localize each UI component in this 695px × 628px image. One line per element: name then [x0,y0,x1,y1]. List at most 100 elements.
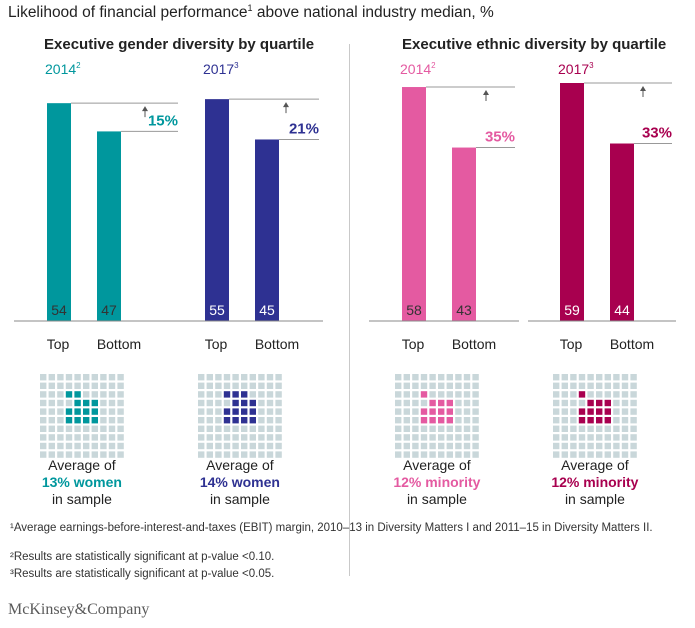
waffle-cell [429,374,436,381]
waffle-cell [613,417,620,424]
waffle-cell [117,451,124,458]
waffle-cell-highlighted [232,408,239,415]
waffle-cell [100,374,107,381]
waffle-cell [65,374,73,381]
waffle-cell-highlighted [446,399,453,407]
waffle-cell [206,434,213,441]
waffle-cell [198,382,205,389]
waffle-cell [223,442,231,450]
waffle-cell [429,434,436,441]
waffle-cell [570,425,577,432]
waffle-cell [40,374,47,381]
waffle-cell [438,374,445,381]
waffle-cell [455,442,462,450]
waffle-cell [91,442,98,450]
waffle-cell [198,442,205,450]
waffle-cell-highlighted [420,408,428,415]
waffle-cell [83,374,90,381]
waffle-cell [455,425,462,432]
category-label-top: Top [402,336,425,352]
waffle-cell [604,434,611,441]
waffle-cell [613,408,620,415]
waffle-cell [232,451,239,458]
sample-caption-line1: Average of [561,457,629,473]
difference-label: 15% [148,112,178,129]
waffle-cell [108,382,116,389]
waffle-cell [596,374,603,381]
bar-value-bottom: 45 [259,302,275,318]
sample-caption-line3: in sample [52,491,112,507]
waffle-cell [57,442,64,450]
waffle-cell [420,451,428,458]
waffle-cell-highlighted [438,399,445,407]
waffle-cell [472,451,479,458]
waffle-cell [455,399,462,407]
waffle-cell [215,399,222,407]
waffle-cell [65,382,73,389]
waffle-cell [438,442,445,450]
waffle-cell [613,399,620,407]
sample-caption-line1: Average of [403,457,471,473]
waffle-cell [630,399,637,407]
waffle-cell [472,391,479,398]
waffle-cell-highlighted [578,417,586,424]
waffle-cell [198,391,205,398]
waffle-cell [630,442,637,450]
waffle-cell [198,417,205,424]
waffle-cell [553,434,560,441]
waffle-cell [275,425,282,432]
waffle-cell [587,374,594,381]
waffle-cell [258,417,265,424]
waffle-cell [596,425,603,432]
waffle-cell-highlighted [83,408,90,415]
waffle-cell [412,442,419,450]
waffle-cell-highlighted [446,417,453,424]
waffle-cell [258,408,265,415]
waffle-cell-highlighted [223,408,231,415]
bar-value-bottom: 44 [614,302,630,318]
waffle-cell [108,417,116,424]
waffle-cell [395,434,402,441]
bar-value-bottom: 47 [101,302,117,318]
waffle-cell [57,391,64,398]
difference-arrow-head [640,86,646,91]
waffle-cell [613,425,620,432]
waffle-cell [429,451,436,458]
waffle-cell [215,382,222,389]
waffle-cell [215,391,222,398]
bar-bottom [255,139,279,321]
waffle-cell [215,425,222,432]
difference-arrow-head [142,106,148,112]
waffle-cell [412,451,419,458]
sample-caption-line3: in sample [565,491,625,507]
waffle-cell [40,442,47,450]
waffle-cell [108,434,116,441]
bar-value-top: 58 [406,302,422,318]
waffle-cell-highlighted [223,391,231,398]
waffle-cell-highlighted [429,399,436,407]
waffle-cell [206,374,213,381]
period-label: 20142 [45,61,81,77]
waffle-cell [561,417,568,424]
waffle-cell [570,434,577,441]
waffle-cell-highlighted [438,417,445,424]
waffle-cell [570,408,577,415]
waffle-cell-highlighted [587,417,594,424]
waffle-cell [117,425,124,432]
waffle-cell [108,391,116,398]
waffle-cell [463,391,471,398]
waffle-cell [266,391,274,398]
waffle-cell [198,451,205,458]
waffle-cell [258,451,265,458]
waffle-cell [108,399,116,407]
waffle-cell [463,417,471,424]
waffle-cell [561,442,568,450]
waffle-cell [74,382,81,389]
waffle-cell [91,434,98,441]
waffle-cell [48,382,55,389]
waffle-cell [100,442,107,450]
waffle-cell [258,399,265,407]
difference-arrow-head [283,102,289,108]
waffle-cell [232,425,239,432]
waffle-cell-highlighted [587,399,594,407]
